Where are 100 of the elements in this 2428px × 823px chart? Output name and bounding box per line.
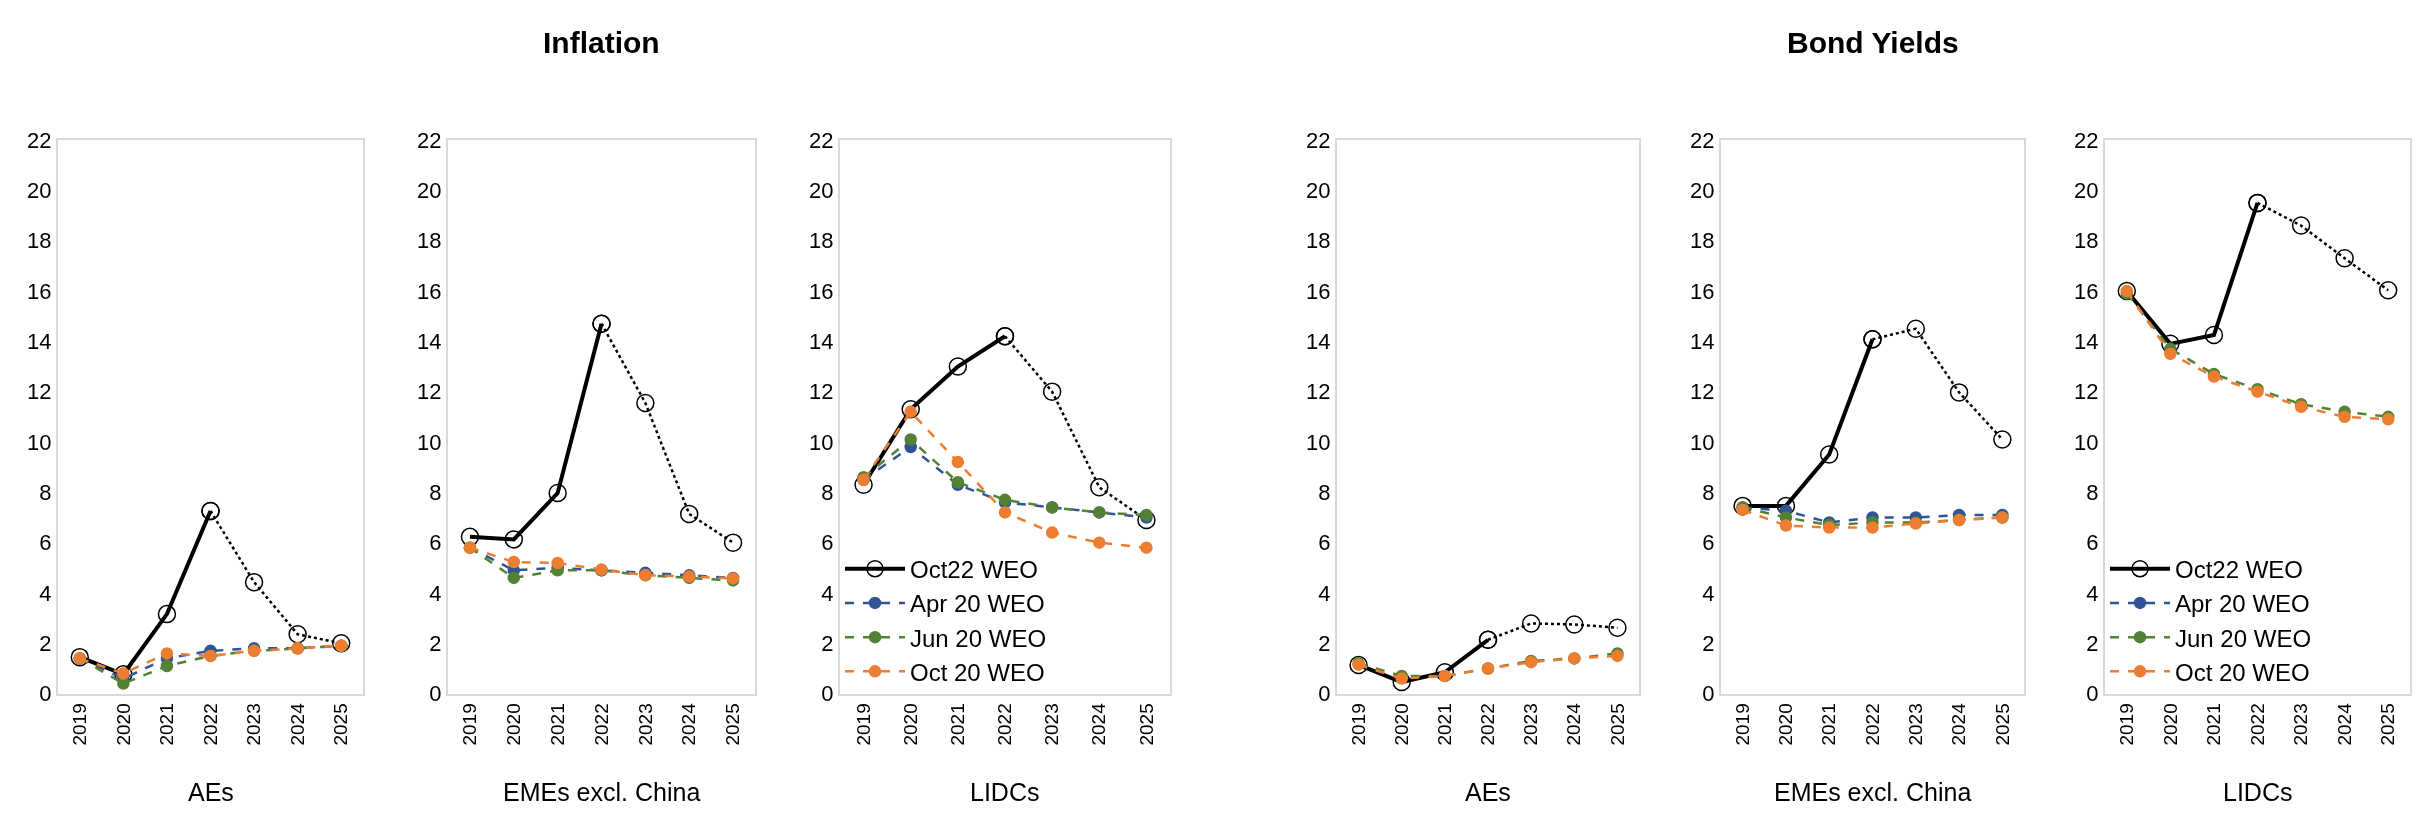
y-tick-label: 2	[1318, 631, 1331, 657]
y-tick-label: 4	[429, 580, 442, 606]
y-tick-label: 10	[809, 429, 834, 455]
y-tick-label: 8	[1318, 480, 1331, 506]
y-tick-label: 0	[39, 681, 52, 707]
x-tick-label: 2025	[1135, 703, 1157, 746]
y-tick-label: 22	[417, 127, 442, 153]
y-tick-label: 12	[809, 379, 834, 405]
x-tick-label: 2024	[678, 702, 700, 746]
y-tick-label: 4	[2086, 580, 2099, 606]
y-tick-label: 8	[2086, 480, 2099, 506]
legend-label: Oct 20 WEO	[2175, 658, 2310, 686]
y-tick-label: 6	[39, 530, 52, 556]
y-tick-label: 0	[429, 681, 442, 707]
x-tick-label: 2021	[156, 703, 178, 746]
x-tick-label: 2023	[1041, 703, 1063, 746]
x-tick-label: 2019	[1347, 703, 1369, 746]
x-tick-label: 2024	[1088, 702, 1110, 746]
x-tick-label: 2024	[1948, 702, 1970, 746]
y-tick-label: 14	[1306, 329, 1331, 355]
x-tick-label: 2020	[899, 703, 921, 746]
y-tick-label: 6	[1318, 530, 1331, 556]
y-tick-label: 8	[39, 480, 52, 506]
x-tick-label: 2019	[852, 703, 874, 746]
y-tick-label: 6	[429, 530, 442, 556]
x-tick-label: 2022	[590, 703, 612, 746]
x-axis-title: EMEs excl. China	[1774, 778, 1972, 806]
x-tick-label: 2023	[1904, 703, 1926, 746]
x-tick-label: 2023	[1520, 703, 1542, 746]
y-tick-label: 20	[417, 178, 442, 204]
x-axis-title: AEs	[188, 778, 234, 806]
y-tick-label: 20	[1690, 178, 1715, 204]
x-tick-label: 2024	[1563, 702, 1585, 746]
x-axis-title: LIDCs	[970, 778, 1040, 806]
y-tick-label: 0	[2086, 681, 2099, 707]
x-tick-label: 2022	[1477, 703, 1499, 746]
y-tick-label: 12	[1690, 379, 1715, 405]
y-tick-label: 2	[821, 631, 834, 657]
x-tick-label: 2023	[243, 703, 265, 746]
x-axis-title: EMEs excl. China	[503, 778, 701, 806]
y-tick-label: 6	[821, 530, 834, 556]
x-tick-label: 2024	[286, 702, 308, 746]
y-tick-label: 14	[809, 329, 834, 355]
x-tick-label: 2022	[2246, 703, 2268, 746]
y-tick-label: 16	[27, 278, 52, 304]
x-tick-label: 2024	[2333, 702, 2355, 746]
x-tick-label: 2022	[199, 703, 221, 746]
y-tick-label: 22	[27, 127, 52, 153]
y-tick-label: 12	[27, 379, 52, 405]
x-axis-title: AEs	[1465, 778, 1511, 806]
y-tick-label: 22	[1690, 127, 1715, 153]
x-tick-label: 2025	[1606, 703, 1628, 746]
y-tick-label: 8	[821, 480, 834, 506]
y-tick-label: 10	[27, 429, 52, 455]
x-tick-label: 2023	[2290, 703, 2312, 746]
x-tick-label: 2020	[502, 703, 524, 746]
y-tick-label: 4	[1318, 580, 1331, 606]
x-tick-label: 2025	[330, 703, 352, 746]
y-tick-label: 16	[1690, 278, 1715, 304]
chart-title: Bond Yields	[1787, 26, 1959, 59]
x-tick-label: 2020	[1775, 703, 1797, 746]
x-tick-label: 2020	[2159, 703, 2181, 746]
y-tick-label: 2	[429, 631, 442, 657]
y-tick-label: 0	[821, 681, 834, 707]
x-tick-label: 2025	[1991, 703, 2013, 746]
y-tick-label: 12	[2074, 379, 2099, 405]
y-tick-label: 22	[809, 127, 834, 153]
y-tick-label: 8	[429, 480, 442, 506]
y-tick-label: 10	[417, 429, 442, 455]
y-tick-label: 0	[1318, 681, 1331, 707]
y-tick-label: 2	[1702, 631, 1715, 657]
chart-title: Inflation	[543, 26, 660, 59]
legend-label: Apr 20 WEO	[910, 590, 1045, 618]
legend-label: Jun 20 WEO	[2175, 624, 2312, 652]
x-tick-label: 2025	[722, 703, 744, 746]
y-tick-label: 18	[27, 228, 52, 254]
x-tick-label: 2021	[2203, 703, 2225, 746]
x-tick-label: 2025	[2377, 703, 2399, 746]
y-tick-label: 16	[1306, 278, 1331, 304]
y-tick-label: 0	[1702, 681, 1715, 707]
y-tick-label: 16	[417, 278, 442, 304]
legend-label: Oct22 WEO	[910, 556, 1039, 584]
y-tick-label: 14	[2074, 329, 2099, 355]
y-tick-label: 18	[809, 228, 834, 254]
y-tick-label: 22	[1306, 127, 1331, 153]
y-tick-label: 14	[417, 329, 442, 355]
y-tick-label: 18	[1306, 228, 1331, 254]
x-tick-label: 2019	[459, 703, 481, 746]
y-tick-label: 4	[1702, 580, 1715, 606]
legend-label: Jun 20 WEO	[910, 624, 1047, 652]
y-tick-label: 14	[1690, 329, 1715, 355]
x-tick-label: 2019	[68, 703, 90, 746]
x-tick-label: 2019	[1731, 703, 1753, 746]
legend-label: Oct 20 WEO	[910, 658, 1045, 686]
x-tick-label: 2022	[994, 703, 1016, 746]
y-tick-label: 18	[2074, 228, 2099, 254]
y-tick-label: 10	[1690, 429, 1715, 455]
x-tick-label: 2021	[947, 703, 969, 746]
x-tick-label: 2020	[1390, 703, 1412, 746]
x-tick-label: 2023	[634, 703, 656, 746]
